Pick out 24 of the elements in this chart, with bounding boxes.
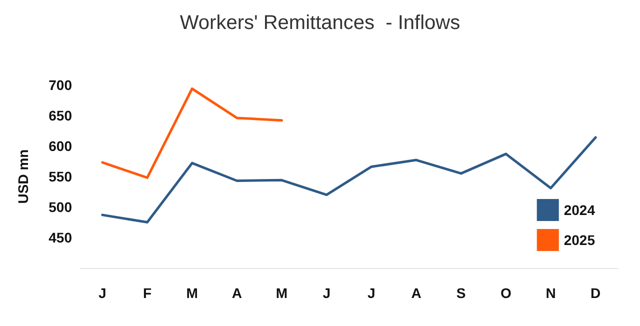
x-tick-label: J [98, 285, 106, 301]
y-tick-label: 500 [48, 199, 72, 215]
y-tick-label: 650 [48, 108, 72, 124]
x-tick-label: J [322, 285, 330, 301]
y-axis-title: USD mn [15, 149, 31, 204]
x-tick-label: J [368, 285, 376, 301]
x-tick-label: S [456, 285, 466, 301]
x-tick-label: O [500, 285, 512, 301]
x-tick-label: A [232, 285, 242, 301]
x-tick-label: A [411, 285, 422, 301]
x-tick-label: M [186, 285, 198, 301]
legend-label: 2025 [564, 232, 596, 248]
line-series [101, 136, 597, 224]
y-tick-label: 600 [48, 138, 72, 154]
x-tick-label: M [276, 285, 288, 301]
y-tick-label: 450 [48, 230, 72, 246]
y-tick-label: 700 [48, 77, 72, 93]
line-series [101, 87, 283, 179]
legend-label: 2024 [564, 202, 596, 218]
x-tick-label: D [590, 285, 601, 301]
chart-title: Workers' Remittances - Inflows [180, 12, 460, 34]
x-tick-label: F [142, 285, 152, 301]
y-tick-label: 550 [48, 168, 72, 184]
x-tick-label: N [546, 285, 556, 301]
